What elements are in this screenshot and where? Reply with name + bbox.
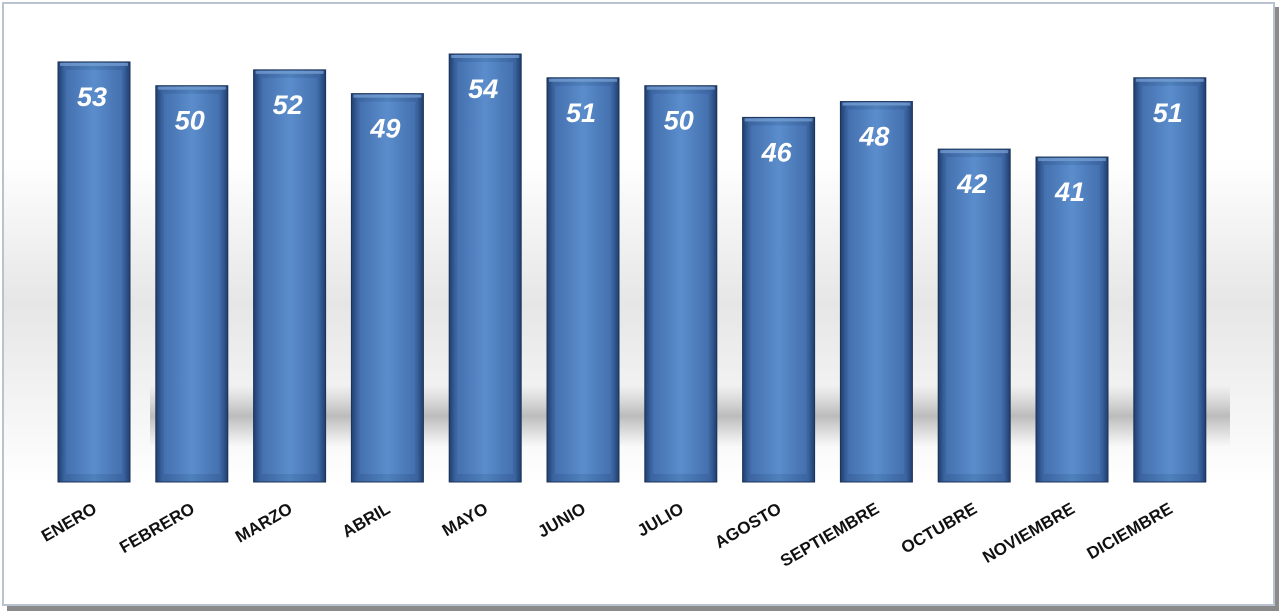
data-label: 48 (858, 122, 889, 152)
data-label: 50 (664, 106, 694, 136)
bar-agosto (742, 116, 816, 483)
bar-face (848, 109, 905, 475)
bar-enero (57, 61, 131, 483)
bar-face (750, 125, 807, 474)
x-tick-label: SEPTIEMBRE (777, 499, 882, 571)
bar-marzo (253, 69, 327, 483)
data-label: 50 (175, 106, 205, 136)
bar-face (163, 93, 220, 474)
bar-top-highlight (940, 150, 1009, 154)
data-label: 52 (273, 90, 303, 120)
data-label: 41 (1054, 177, 1085, 207)
bar-face (261, 77, 318, 474)
bar-top-highlight (842, 102, 911, 106)
bar-face (359, 101, 416, 474)
bar-octubre (937, 148, 1011, 483)
bar-face (555, 85, 611, 475)
bar-face (652, 93, 709, 474)
bar-septiembre (839, 101, 913, 483)
x-tick-label: JULIO (634, 499, 687, 540)
bar-top-highlight (60, 62, 128, 66)
bar-julio (644, 85, 718, 483)
x-tick-label: ENERO (38, 499, 100, 546)
bar-mayo (448, 53, 522, 483)
bar-face (1141, 85, 1198, 475)
x-tick-label: FEBRERO (116, 499, 197, 557)
bar-face (66, 69, 122, 474)
data-label: 46 (761, 137, 793, 167)
data-label: 53 (77, 82, 107, 112)
data-label: 49 (369, 114, 400, 144)
data-label: 42 (956, 169, 987, 199)
bar-top-highlight (1038, 158, 1106, 162)
bar-diciembre (1133, 77, 1207, 483)
bar-top-highlight (255, 70, 324, 74)
x-tick-label: DICIEMBRE (1084, 499, 1176, 563)
data-label: 51 (1153, 98, 1183, 128)
bar-top-highlight (646, 86, 715, 90)
bar-junio (546, 77, 620, 483)
bars (57, 53, 1207, 483)
bar-noviembre (1035, 156, 1109, 483)
bar-face (457, 62, 514, 474)
x-tick-label: AGOSTO (712, 499, 785, 552)
data-label: 54 (468, 74, 498, 104)
bar-top-highlight (451, 55, 520, 58)
bar-abril (350, 93, 424, 483)
data-labels: 53 50 52 49 54 51 50 46 48 42 41 51 (77, 74, 1183, 207)
x-tick-label: JUNIO (534, 499, 589, 541)
bar-top-highlight (1135, 78, 1204, 82)
x-tick-label: ABRIL (339, 499, 393, 541)
bar-top-highlight (744, 118, 813, 122)
bar-top-highlight (353, 94, 422, 98)
bar-face (946, 157, 1003, 474)
x-tick-label: MARZO (232, 499, 295, 547)
bar-face (1044, 165, 1100, 474)
bar-top-highlight (157, 86, 226, 90)
x-tick-label: OCTUBRE (898, 499, 980, 557)
x-tick-label: NOVIEMBRE (979, 499, 1078, 567)
bar-top-highlight (549, 78, 617, 82)
x-tick-label: MAYO (439, 499, 491, 540)
bar-febrero (155, 85, 229, 483)
x-axis-tick-labels: ENERO FEBRERO MARZO ABRIL MAYO JUNIO JULIO AGOS… (38, 499, 1176, 571)
data-label: 51 (566, 98, 596, 128)
